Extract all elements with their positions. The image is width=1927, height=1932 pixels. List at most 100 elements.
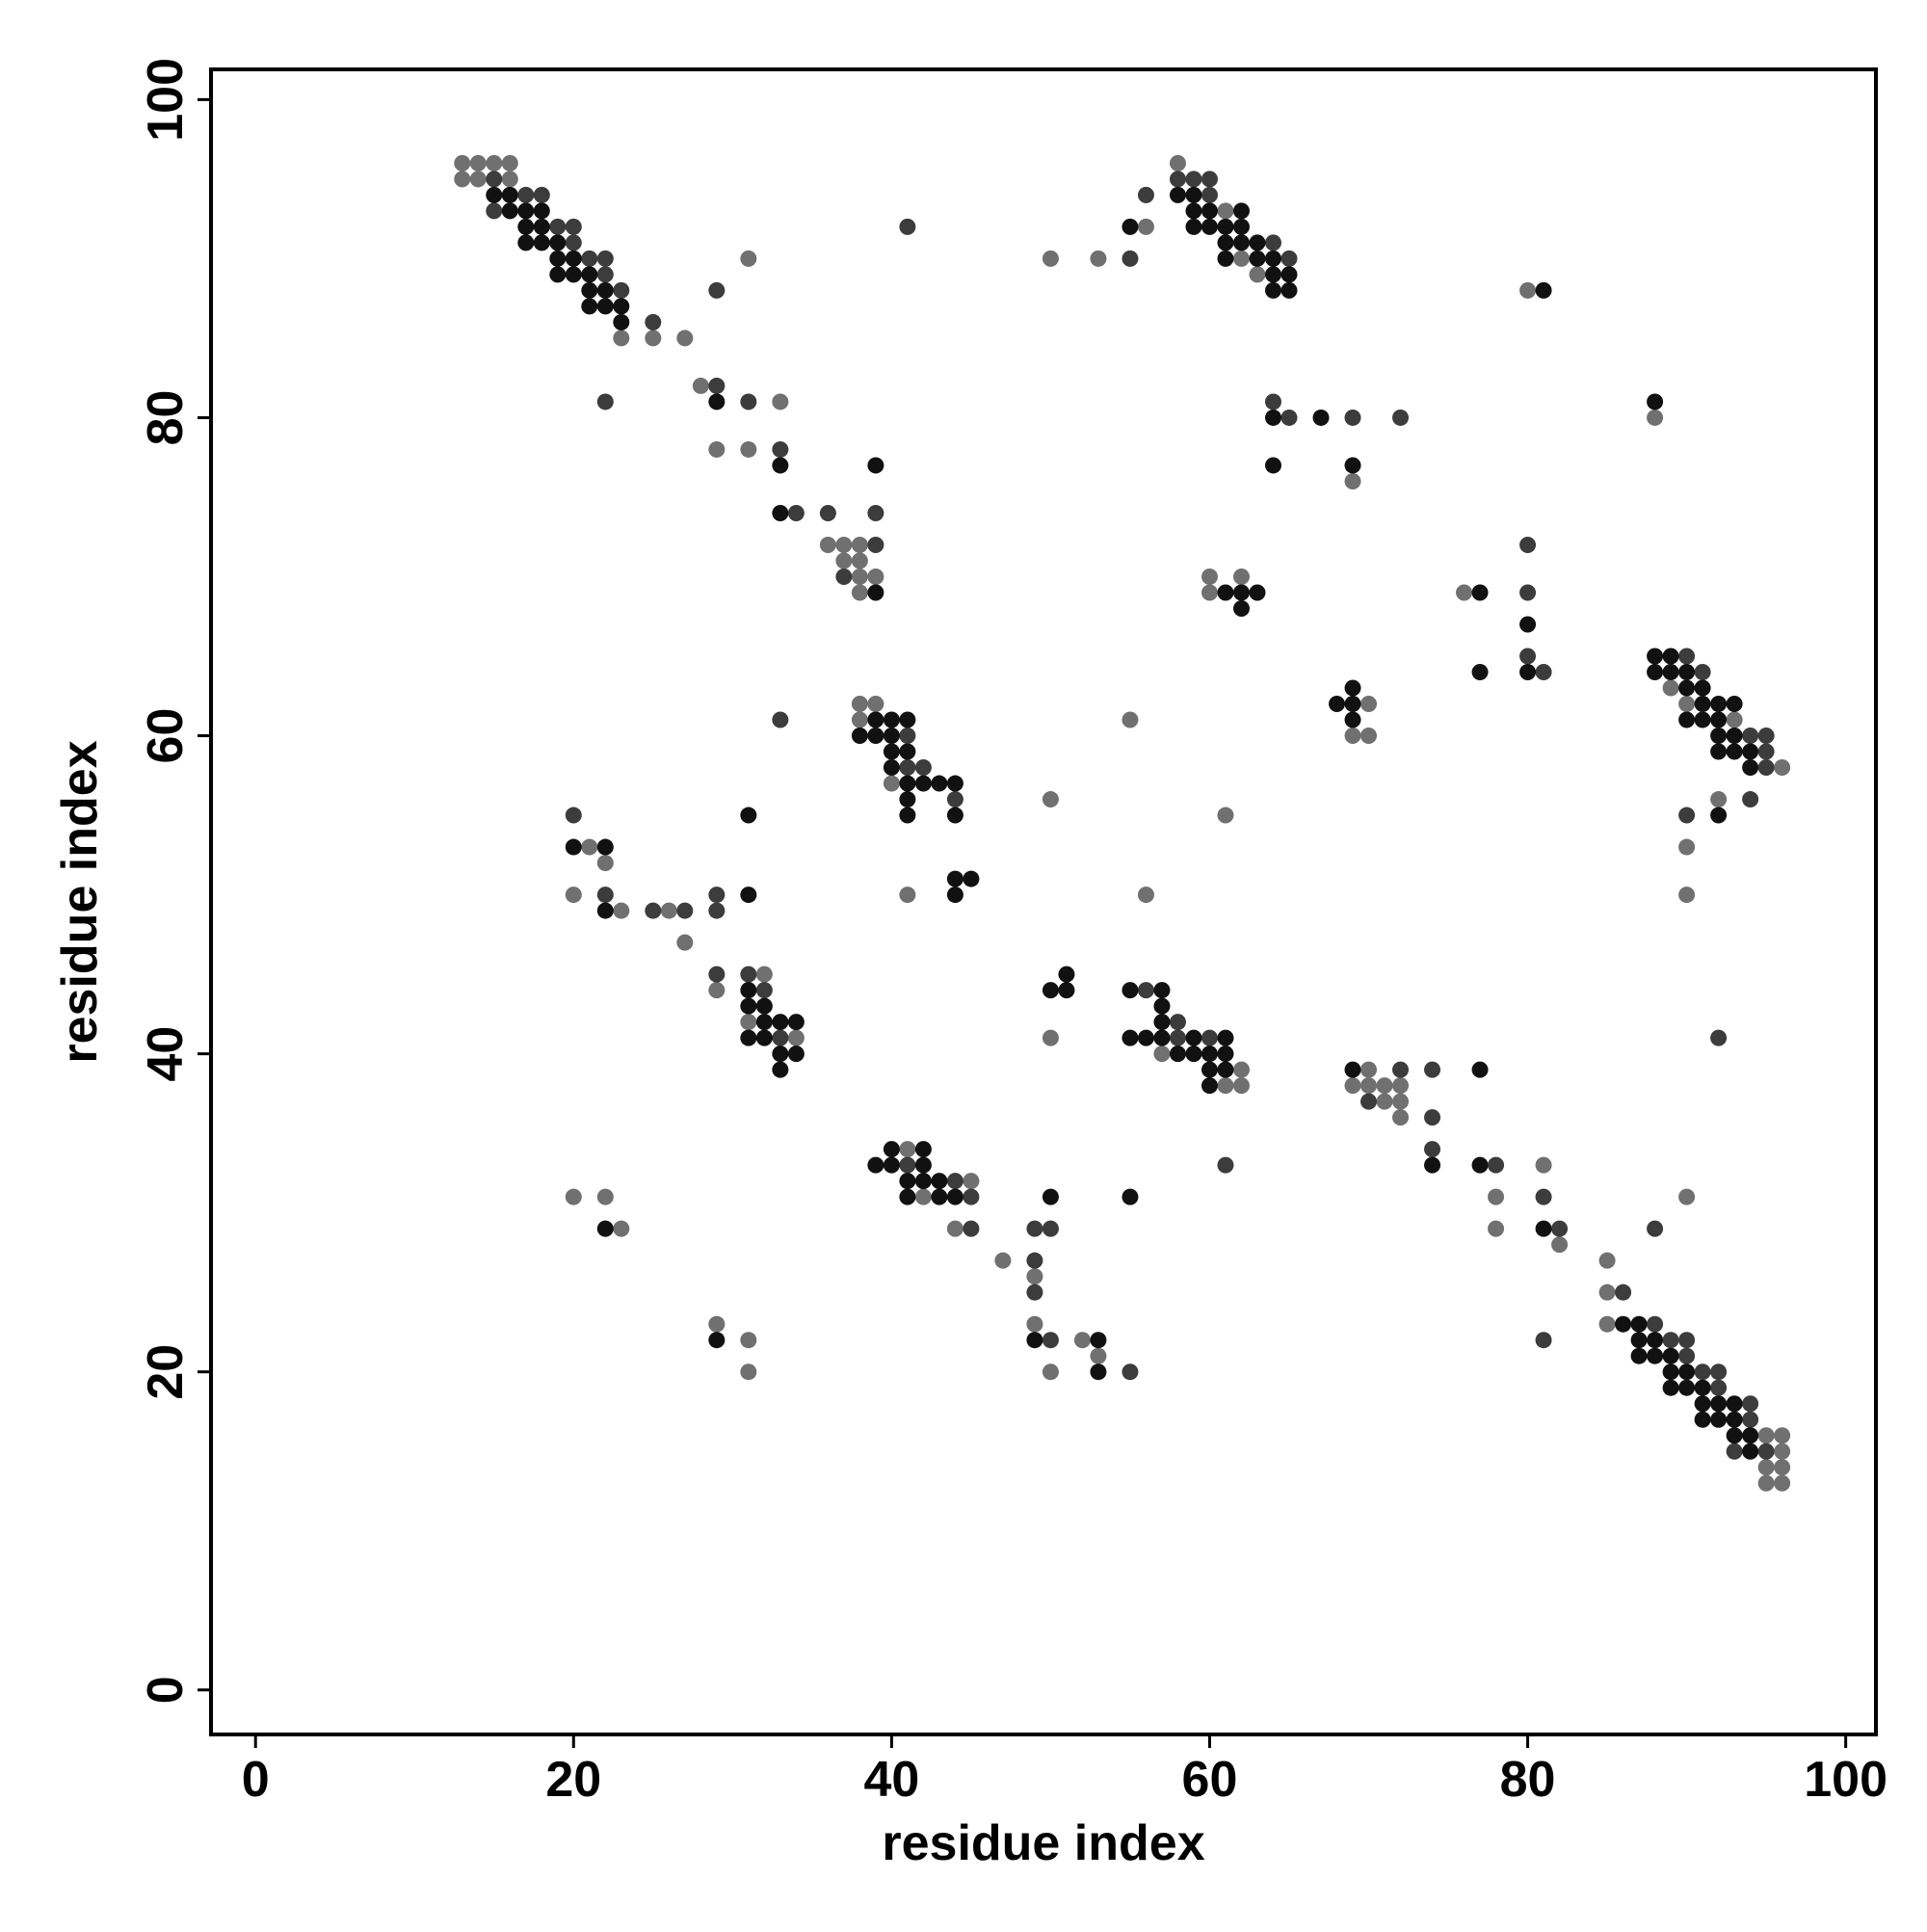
point [1678,887,1696,904]
point [1344,1077,1361,1095]
point [740,1029,757,1046]
point [1201,1029,1218,1046]
point [1360,1093,1378,1110]
point [1694,1395,1711,1413]
x-tick-label: 0 [242,1752,270,1808]
point [1122,982,1139,999]
point [708,1332,726,1349]
point [772,1061,789,1078]
point [1232,202,1250,220]
point [1280,266,1298,283]
x-tick-label: 100 [1804,1752,1887,1808]
point [1169,1029,1186,1046]
point [1694,696,1711,713]
y-tick-label: 100 [138,58,194,142]
point [755,997,773,1015]
point [708,966,726,983]
point [1073,1332,1091,1349]
point [581,281,598,299]
x-tick-label: 80 [1500,1752,1556,1808]
point [931,1173,948,1190]
point [1678,838,1696,856]
point [740,807,757,824]
point [1249,250,1266,267]
point [1232,250,1250,267]
point [1535,1332,1552,1349]
point [1424,1109,1441,1126]
point [1360,728,1378,745]
point [1122,1363,1139,1381]
point [565,807,582,824]
point [1662,648,1679,665]
point [1169,1045,1186,1063]
point [1710,743,1728,760]
point [692,377,709,394]
point [1710,1363,1728,1381]
point [1232,1061,1250,1078]
point [946,1220,964,1237]
point [708,982,726,999]
point [549,234,567,251]
point [1217,234,1234,251]
x-tick-label: 40 [863,1752,919,1808]
point [581,250,598,267]
point [1264,393,1281,410]
point [1615,1315,1632,1333]
point [1280,250,1298,267]
point [883,1156,900,1174]
point [883,728,900,745]
point [533,186,550,203]
point [1647,409,1664,426]
point [517,186,535,203]
point [1185,202,1202,220]
point [1774,1459,1791,1476]
point [596,1188,614,1205]
point [1742,791,1759,808]
point [819,536,836,553]
y-tick-label: 20 [138,1344,194,1400]
point [883,775,900,792]
point [1217,250,1234,267]
point [946,870,964,887]
point [1757,1474,1775,1492]
point [1153,997,1171,1015]
point [1026,1332,1043,1349]
point [596,393,614,410]
point [1551,1236,1569,1254]
point [1710,696,1728,713]
point [1392,1109,1410,1126]
point [501,186,518,203]
point [899,1156,916,1174]
point [772,440,789,458]
point [772,393,789,410]
point [1201,1061,1218,1078]
point [596,298,614,315]
y-tick-label: 80 [138,390,194,446]
point [1392,409,1410,426]
point [963,1188,980,1205]
point [1344,679,1361,697]
point [581,266,598,283]
point [1217,1029,1234,1046]
point [772,504,789,521]
point [1456,584,1473,601]
point [899,791,916,808]
point [994,1252,1012,1269]
point [1535,1220,1552,1237]
point [469,171,487,188]
point [1598,1315,1616,1333]
point [1742,1427,1759,1444]
point [851,552,868,569]
point [1471,1156,1489,1174]
point [486,186,503,203]
point [755,1014,773,1031]
point [899,743,916,760]
point [1153,1029,1171,1046]
point [1026,1220,1043,1237]
point [1694,1411,1711,1428]
point [1742,759,1759,777]
point [565,218,582,235]
point [1042,250,1059,267]
point [946,887,964,904]
point [755,982,773,999]
